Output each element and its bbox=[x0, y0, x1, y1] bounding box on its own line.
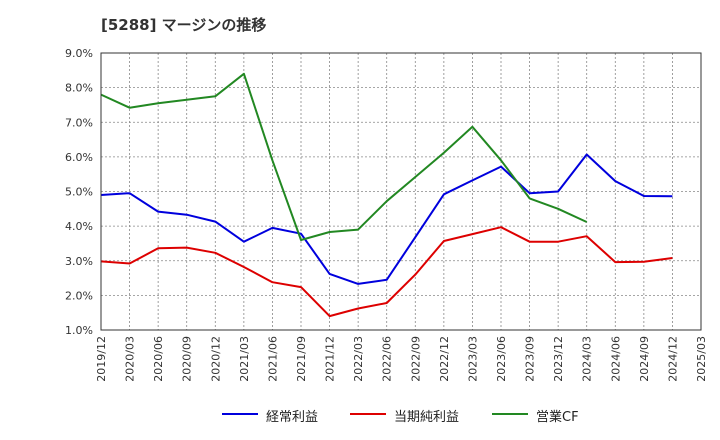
x-tick-label: 2022/12 bbox=[438, 336, 451, 382]
x-tick-label: 2021/12 bbox=[324, 336, 337, 382]
series-line-2 bbox=[100, 72, 588, 241]
series-line-0 bbox=[100, 153, 673, 285]
x-tick-label: 2023/06 bbox=[495, 336, 508, 382]
legend-swatch-junrieki bbox=[350, 413, 386, 415]
x-tick-label: 2020/09 bbox=[181, 336, 194, 382]
y-tick-label: 5.0% bbox=[65, 186, 93, 199]
x-tick-label: 2022/03 bbox=[352, 336, 365, 382]
plot-frame bbox=[100, 52, 702, 331]
y-tick-label: 3.0% bbox=[65, 255, 93, 268]
x-tick-label: 2021/03 bbox=[238, 336, 251, 382]
x-tick-label: 2021/06 bbox=[266, 336, 279, 382]
y-tick-label: 4.0% bbox=[65, 220, 93, 233]
x-tick-label: 2023/09 bbox=[524, 336, 537, 382]
series-line-1 bbox=[100, 226, 673, 318]
legend: 経常利益 当期純利益 営業CF bbox=[0, 404, 720, 426]
legend-label-keijo: 経常利益 bbox=[266, 410, 319, 425]
x-tick-label: 2023/03 bbox=[466, 336, 479, 382]
y-tick-label: 9.0% bbox=[65, 47, 93, 60]
x-tick-labels: 2019/12 2020/03 2020/06 2020/09 2020/12 2021/… bbox=[95, 336, 708, 382]
x-tick-label: 2019/12 bbox=[95, 336, 108, 382]
x-tick-label: 2024/12 bbox=[666, 336, 679, 382]
legend-label-eigyo-cf: 営業CF bbox=[536, 410, 579, 425]
y-tick-label: 8.0% bbox=[65, 82, 93, 95]
x-tick-label: 2024/06 bbox=[609, 336, 622, 382]
x-tick-label: 2024/09 bbox=[638, 336, 651, 382]
x-tick-label: 2021/09 bbox=[295, 336, 308, 382]
y-tick-label: 7.0% bbox=[65, 116, 93, 129]
x-tick-label: 2020/12 bbox=[209, 336, 222, 382]
y-tick-label: 1.0% bbox=[65, 324, 93, 337]
legend-swatch-eigyo-cf bbox=[492, 413, 528, 415]
legend-label-junrieki: 当期純利益 bbox=[394, 410, 460, 425]
y-tick-label: 6.0% bbox=[65, 151, 93, 164]
x-tick-label: 2022/09 bbox=[409, 336, 422, 382]
legend-swatch-keijo bbox=[222, 413, 258, 415]
x-tick-label: 2020/03 bbox=[124, 336, 137, 382]
x-tick-label: 2023/12 bbox=[552, 336, 565, 382]
x-tick-label: 2022/06 bbox=[381, 336, 394, 382]
grid bbox=[101, 53, 701, 330]
chart-title: [5288] マージンの推移 bbox=[101, 16, 267, 34]
x-tick-label: 2020/06 bbox=[152, 336, 165, 382]
y-tick-label: 2.0% bbox=[65, 289, 93, 302]
x-tick-label: 2024/03 bbox=[581, 336, 594, 382]
x-tick-label: 2025/03 bbox=[695, 336, 708, 382]
series-lines bbox=[100, 72, 673, 318]
y-tick-labels: 1.0% 2.0% 3.0% 4.0% 5.0% 6.0% 7.0% 8.0% 9.0% bbox=[65, 47, 93, 337]
